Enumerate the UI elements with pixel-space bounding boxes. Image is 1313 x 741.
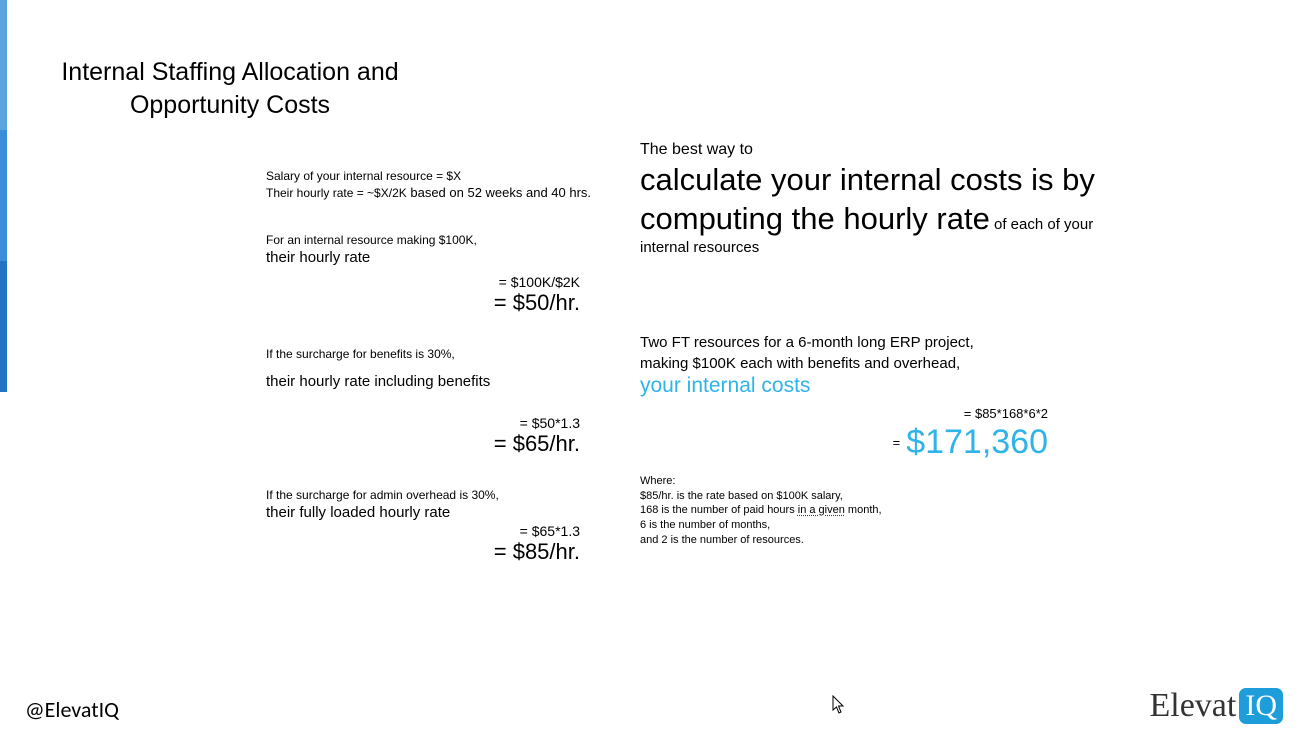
block2-premise: If the surcharge for benefits is 30%, xyxy=(266,346,596,362)
erp-equals-sign: = xyxy=(893,435,901,450)
where-2: 168 is the number of paid hours in a giv… xyxy=(640,503,1100,518)
salary-formula-2: Their hourly rate = ~$X/2K based on 52 w… xyxy=(266,184,596,202)
erp-total: $171,360 xyxy=(906,423,1048,461)
erp-equation: = $85*168*6*2 xyxy=(640,406,1100,421)
block1-premise: For an internal resource making $100K, xyxy=(266,232,596,248)
brand-logo: Elevat IQ xyxy=(1150,687,1284,725)
where-1: $85/hr. is the rate based on $100K salar… xyxy=(640,489,1100,504)
side-accent-1 xyxy=(0,0,7,130)
block3-equation: = $65*1.3 xyxy=(266,523,596,539)
erp-line1: Two FT resources for a 6-month long ERP … xyxy=(640,333,1100,353)
where-2b: in a given xyxy=(798,504,845,516)
block2-result: = $65/hr. xyxy=(266,431,596,457)
where-2a: 168 is the number of paid hours xyxy=(640,504,798,516)
where-4: and 2 is the number of resources. xyxy=(640,533,1100,548)
block1-result: = $50/hr. xyxy=(266,290,596,316)
block2-equation: = $50*1.3 xyxy=(266,415,596,431)
side-accent-2 xyxy=(0,130,7,261)
block3-result: = $85/hr. xyxy=(266,539,596,565)
brand-iq-box: IQ xyxy=(1239,688,1283,724)
side-accent-3 xyxy=(0,261,7,392)
salary-formula-2a: Their hourly rate = ~$X/2K xyxy=(266,186,407,200)
block3-premise: If the surcharge for admin overhead is 3… xyxy=(266,487,596,503)
block3-label: their fully loaded hourly rate xyxy=(266,503,596,523)
intro-body: calculate your internal costs is by comp… xyxy=(640,161,1100,259)
cursor-icon xyxy=(832,695,846,715)
salary-formula-1: Salary of your internal resource = $X xyxy=(266,168,596,184)
where-label: Where: xyxy=(640,474,1100,489)
where-2c: month, xyxy=(845,504,882,516)
left-column: Salary of your internal resource = $X Th… xyxy=(266,168,596,595)
twitter-handle: @ElevatIQ xyxy=(25,696,119,723)
block2-label: their hourly rate including benefits xyxy=(266,372,596,392)
where-3: 6 is the number of months, xyxy=(640,518,1100,533)
intro-lead: The best way to xyxy=(640,140,1100,161)
erp-highlight: your internal costs xyxy=(640,374,1100,398)
erp-result: = $171,360 xyxy=(640,423,1100,462)
block1-equation: = $100K/$2K xyxy=(266,274,596,290)
salary-formula-2b: based on 52 weeks and 40 hrs. xyxy=(407,185,591,200)
erp-line2: making $100K each with benefits and over… xyxy=(640,354,1100,374)
brand-text: Elevat xyxy=(1150,687,1237,725)
right-column: The best way to calculate your internal … xyxy=(640,140,1100,548)
block1-label: their hourly rate xyxy=(266,248,596,268)
erp-calculation: Two FT resources for a 6-month long ERP … xyxy=(640,333,1100,548)
slide-title: Internal Staffing Allocation and Opportu… xyxy=(40,56,420,121)
where-explanation: Where: $85/hr. is the rate based on $100… xyxy=(640,474,1100,548)
